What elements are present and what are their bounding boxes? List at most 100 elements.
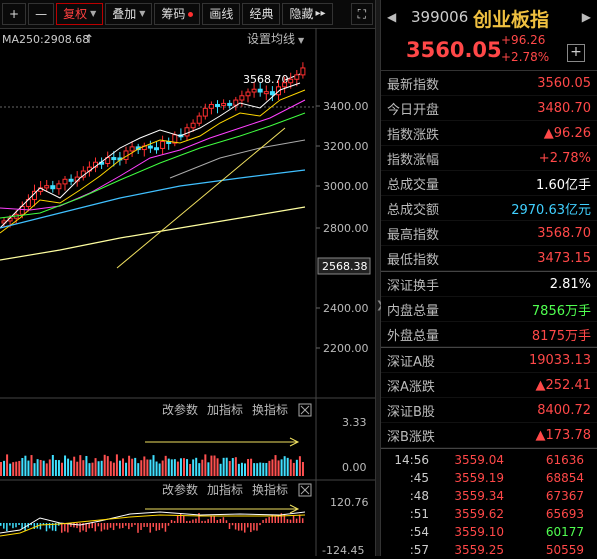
macd-bar [3,523,5,529]
macd-bar [134,523,136,526]
quote-row-label: 总成交量 [387,177,440,193]
macd-add-indicator-button[interactable]: 加指标 [207,482,243,497]
ma-extra-line [169,139,306,179]
candle [19,205,25,215]
fuquan-label: 复权 [63,7,88,21]
diejia-button[interactable]: 叠加 ▼ [105,3,153,25]
volume-bar [82,460,85,476]
ma-settings-button[interactable]: 设置均线 [247,32,295,46]
candle [269,91,275,96]
candle [221,102,227,106]
volume-bar [79,455,82,476]
vol-params-button[interactable]: 改参数 [162,402,198,417]
trend-line [116,127,286,269]
fuquan-button[interactable]: 复权 ▼ [56,3,104,25]
quote-row: 深B涨跌 ▲173.78 [381,423,597,448]
kline-chart-area[interactable]: MA250:2908.68 ↑ 设置均线 ▼ 3400.00 3200.00 3… [0,28,375,557]
macd-bar [210,516,212,523]
macd-bar [213,516,215,523]
volume-bar [295,459,298,476]
volume-bar [140,460,143,476]
jingdian-button[interactable]: 经典 [242,3,281,25]
macd-bar [228,523,231,529]
tick-price: 3559.62 [454,507,504,521]
volume-bar [70,460,73,476]
tick-list[interactable]: 14:56 3559.04 61636:45 3559.19 68854:48 3559.… [381,449,597,559]
volume-bar [301,461,304,476]
add-watchlist-button[interactable]: + [567,44,585,62]
volume-bar [91,462,94,476]
macd-bar [271,514,273,523]
chart-toolbar: + — 复权 ▼ 叠加 ▼ 筹码 画线 经典 隐藏 ▸▸ ⛶ [0,0,375,29]
macd-bar [280,513,283,523]
close-icon[interactable] [298,403,312,417]
tick-vol: 67367 [545,489,584,503]
volume-bar [30,455,33,476]
quote-row-label: 最新指数 [387,77,440,93]
volume-bar [219,463,222,476]
volume-bars [0,454,304,476]
ma5-line [0,82,301,229]
volume-bar [186,459,189,476]
volume-bar [265,462,268,476]
volume-bar [164,455,167,476]
macd-bar [125,523,127,526]
volume-bar [109,461,112,476]
panel-resize-handle[interactable]: ❯ [375,0,384,556]
volume-bar [179,458,182,476]
expand-button[interactable]: ⛶ [350,3,373,25]
prev-stock-button[interactable]: ◀ [387,10,397,24]
macd-bar [21,523,23,529]
macd-y-bottom: -124.45 [322,544,364,556]
volume-bar [268,460,271,476]
volume-bar [173,459,176,476]
yincang-button[interactable]: 隐藏 ▸▸ [282,3,333,25]
quote-row-value: 7856万手 [531,303,591,319]
huaxian-button[interactable]: 画线 [202,3,241,25]
macd-bar [207,519,209,523]
volume-bar [195,457,198,476]
macd-bar [244,523,246,533]
volume-bar [9,463,12,476]
quote-stats: 最新指数 3560.05 今日开盘 3480.70 指数涨跌 ▲96.26 指数涨幅 +2.7… [381,71,597,272]
next-stock-button[interactable]: ▶ [581,10,591,24]
macd-bar [88,523,90,529]
volume-bar [51,454,54,476]
y-tick: 2200.00 [323,342,369,355]
y-tick: 3200.00 [323,140,369,153]
volume-bar [244,463,246,476]
chouma-button[interactable]: 筹码 [154,3,201,25]
volume-bar [146,459,149,476]
zoom-in-button[interactable]: + [2,3,27,25]
macd-bar [155,523,158,531]
more-icon: ▸▸ [315,8,326,19]
quote-row-label: 深A涨跌 [387,379,435,395]
macd-bar [283,513,286,523]
zoom-out-button[interactable]: — [28,3,55,25]
volume-bar [64,455,67,476]
volume-bar [128,455,131,476]
macd-bar [179,514,182,523]
macd-params-button[interactable]: 改参数 [162,482,198,497]
quote-row-label: 深证B股 [387,404,435,420]
volume-bar [88,463,91,476]
vol-switch-indicator-button[interactable]: 换指标 [252,402,288,417]
volume-bar [149,459,152,476]
chevron-down-icon: ▼ [298,36,305,45]
close-icon[interactable] [298,483,312,497]
kline-svg[interactable]: MA250:2908.68 ↑ 设置均线 ▼ 3400.00 3200.00 3… [0,28,375,557]
macd-switch-indicator-button[interactable]: 换指标 [252,482,288,497]
volume-bar [289,459,292,476]
macd-bar [231,523,234,526]
volume-bar [292,462,295,476]
y-axis: 3400.00 3200.00 3000.00 2800.00 2400.00 … [316,100,369,355]
macd-bar [146,523,148,527]
vol-add-indicator-button[interactable]: 加指标 [207,402,243,417]
candlesticks [1,62,306,228]
volume-bar [100,460,103,476]
price-tag [317,257,371,275]
quote-row-value: 8175万手 [531,328,591,344]
volume-bar [207,462,210,476]
macd-bar [186,520,188,523]
candle [251,88,257,93]
